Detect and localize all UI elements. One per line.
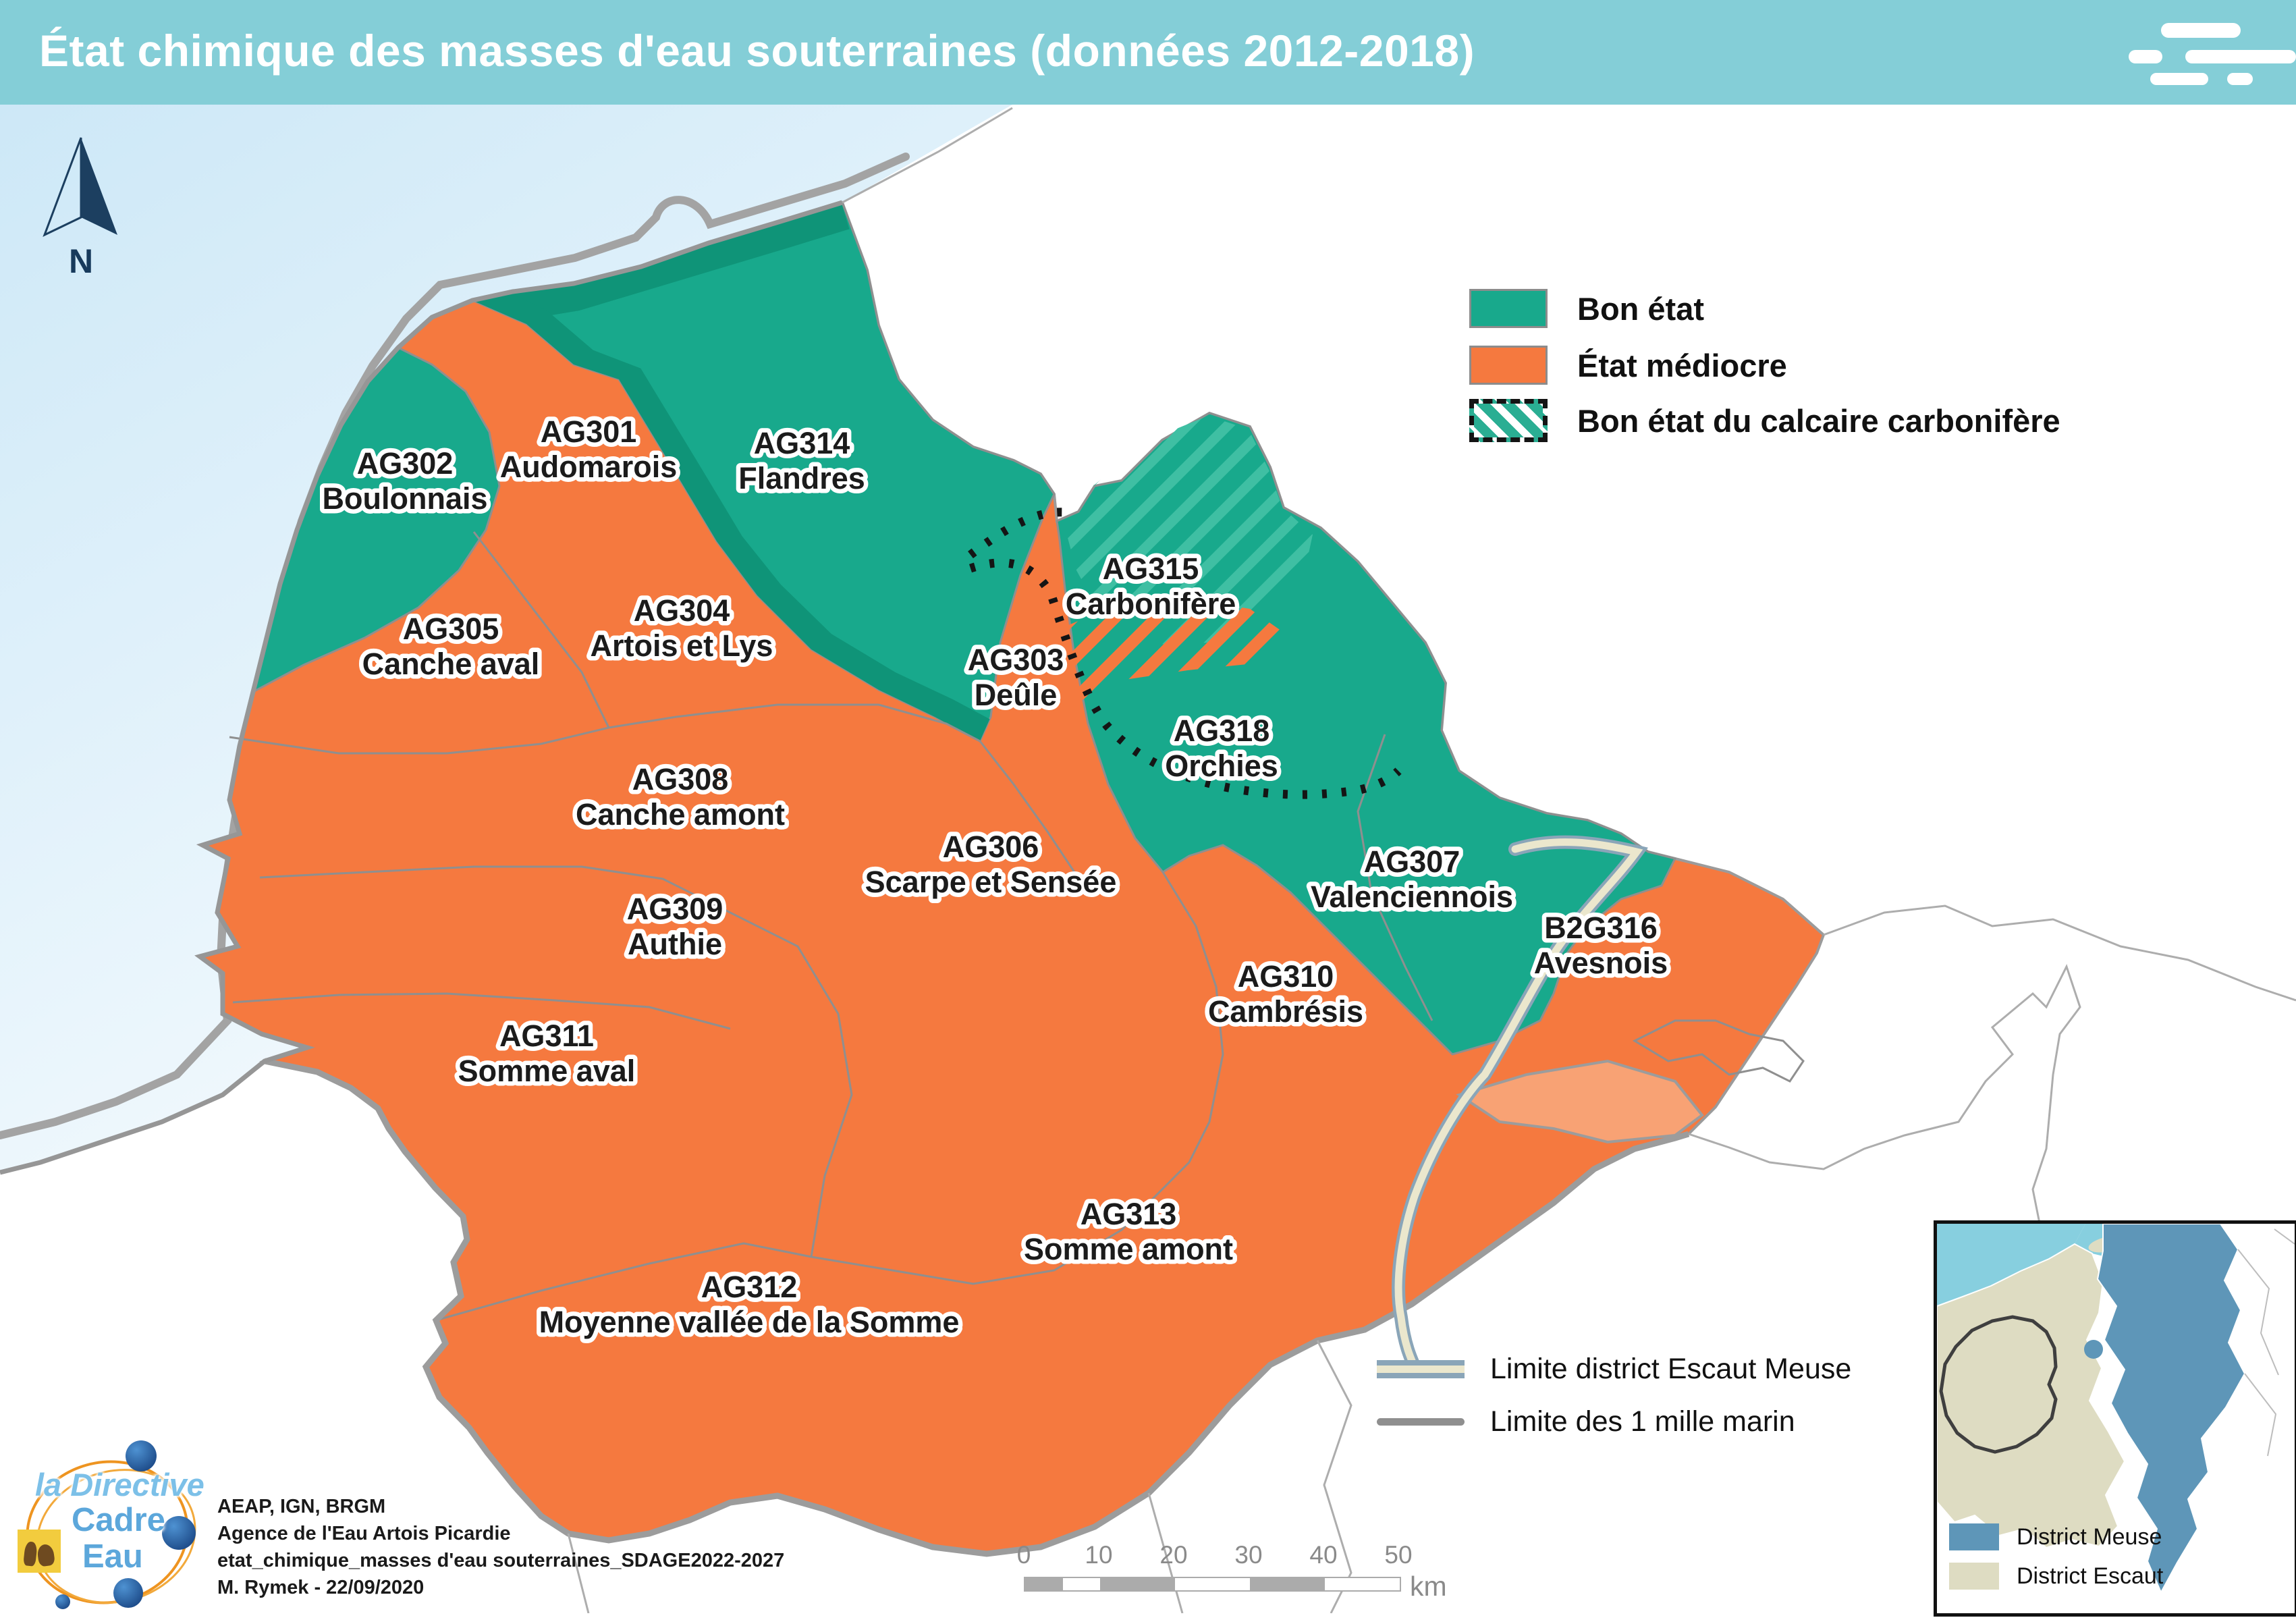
region-label-ag315: AG315 Carbonifère: [1066, 551, 1236, 621]
inset-legend-row-escaut: District Escaut: [1949, 1563, 2163, 1590]
region-label-ag309: AG309 Authie: [627, 892, 723, 961]
logo-text: Eau: [82, 1538, 143, 1575]
mile-limit-line-icon: [1377, 1418, 1465, 1426]
credits-block: AEAP, IGN, BRGM Agence de l'Eau Artois P…: [217, 1493, 784, 1601]
legend-label: État médiocre: [1577, 347, 1787, 383]
carboniferous-hatch-light: [1065, 416, 1313, 645]
region-label-ag314: AG314 Flandres: [738, 426, 865, 495]
bon-etat-swatch-icon: [1469, 289, 1548, 328]
legend-row-district-limit: Limite district Escaut Meuse: [1377, 1353, 1851, 1386]
region-label-ag302: AG302 Boulonnais: [323, 446, 488, 516]
inset-district-meuse-enclave: [2084, 1340, 2103, 1359]
region-label-ag311: AG311 Somme aval: [458, 1019, 636, 1088]
directive-cadre-eau-logo: la Directive Cadre Eau: [12, 1435, 223, 1622]
legend-row-etat-mediocre: État médiocre: [1469, 346, 1787, 385]
logo-planet-icon: [162, 1516, 196, 1550]
credits-line: Agence de l'Eau Artois Picardie: [217, 1523, 511, 1544]
scale-bar-segments: [1024, 1577, 1401, 1592]
inset-basin-outline: [1939, 1315, 2058, 1454]
region-label-b2g316: B2G316 Avesnois: [1534, 911, 1668, 980]
carboniferous-dotted-limit: [968, 508, 1402, 799]
inset-legend-row-meuse: District Meuse: [1949, 1523, 2162, 1550]
scale-bar-tick: 20: [1159, 1541, 1188, 1569]
district-escaut-swatch-icon: [1949, 1563, 1999, 1590]
region-label-ag306: AG306 Scarpe et Sensée: [865, 830, 1117, 899]
legend-label: Limite des 1 mille marin: [1490, 1405, 1795, 1438]
inset-map-canvas: [1937, 1224, 2295, 1594]
legend-row-calcaire-carbonifere: Bon état du calcaire carbonifère: [1469, 399, 2060, 442]
legend-label: Limite district Escaut Meuse: [1490, 1353, 1852, 1385]
credits-line: AEAP, IGN, BRGM: [217, 1496, 386, 1517]
scale-bar-tick: 50: [1384, 1541, 1413, 1569]
legend-label: Bon état: [1577, 290, 1704, 327]
scale-bar-tick: 0: [1016, 1541, 1031, 1569]
inset-sea: [1937, 1224, 2085, 1306]
carboniferous-hatch-orange: [1018, 599, 1284, 714]
interior-boundaries: [229, 531, 1805, 1322]
scale-bar-unit: km: [1410, 1571, 1447, 1602]
region-label-ag308: AG308 Canche amont: [576, 762, 785, 832]
legend-row-mile-limit: Limite des 1 mille marin: [1377, 1405, 1795, 1438]
region-label-ag312: AG312 Moyenne vallée de la Somme: [539, 1270, 960, 1339]
region-label-ag304: AG304 Artois et Lys: [591, 593, 773, 663]
scale-bar-tick: 10: [1085, 1541, 1113, 1569]
inset-district-meuse: [2096, 1224, 2246, 1594]
legend-row-bon-etat: Bon état: [1469, 289, 1704, 328]
legend-label: Bon état du calcaire carbonifère: [1577, 402, 2060, 439]
inset-legend-label: District Meuse: [2017, 1523, 2162, 1550]
district-meuse-swatch-icon: [1949, 1523, 1999, 1550]
credits-line: etat_chimique_masses d'eau souterraines_…: [217, 1550, 785, 1571]
credits-line: M. Rymek - 22/09/2020: [217, 1577, 425, 1598]
inset-district-escaut: [1937, 1243, 2126, 1549]
logo-planet-icon: [126, 1440, 157, 1471]
scale-bar-tick: 40: [1309, 1541, 1338, 1569]
region-label-ag318: AG318 Orchies: [1165, 713, 1278, 783]
region-label-ag307: AG307 Valenciennois: [1311, 844, 1513, 914]
inset-legend-label: District Escaut: [2017, 1563, 2164, 1589]
logo-text: Cadre: [72, 1502, 165, 1538]
district-inset-map: District Meuse District Escaut: [1934, 1220, 2296, 1617]
region-label-ag313: AG313 Somme amont: [1024, 1197, 1233, 1266]
logo-text: la Directive: [35, 1467, 204, 1503]
district-limit-line-icon: [1377, 1360, 1465, 1378]
region-label-ag301: AG301 Audomarois: [500, 414, 678, 484]
region-label-ag303: AG303 Deûle: [968, 643, 1064, 712]
inset-country-borders: [2237, 1228, 2295, 1457]
region-label-ag305: AG305 Canche aval: [362, 612, 540, 681]
calcaire-carbonifere-hatch-swatch-icon: [1469, 399, 1548, 442]
district-limit-core: [1394, 838, 1643, 1374]
north-label: N: [69, 242, 93, 280]
sea: [0, 105, 1012, 1172]
etat-mediocre-swatch-icon: [1469, 346, 1548, 385]
logo-planet-icon: [55, 1594, 70, 1609]
scale-bar-tick: 30: [1234, 1541, 1263, 1569]
logo-yellow-square-icon: [18, 1530, 61, 1573]
page-title: État chimique des masses d'eau souterrai…: [39, 25, 1475, 76]
region-label-ag310: AG310 Cambrésis: [1208, 959, 1363, 1029]
agency-logo-icon: [2119, 7, 2296, 89]
scale-bar: 0 10 20 30 40 50 km: [1017, 1541, 1496, 1602]
north-arrow-icon: N: [43, 137, 117, 280]
coastline: [0, 200, 844, 1175]
avesnois-light-orange-extension: [1456, 1059, 1704, 1144]
header-bar: État chimique des masses d'eau souterrai…: [0, 0, 2296, 105]
logo-planet-icon: [113, 1578, 143, 1608]
